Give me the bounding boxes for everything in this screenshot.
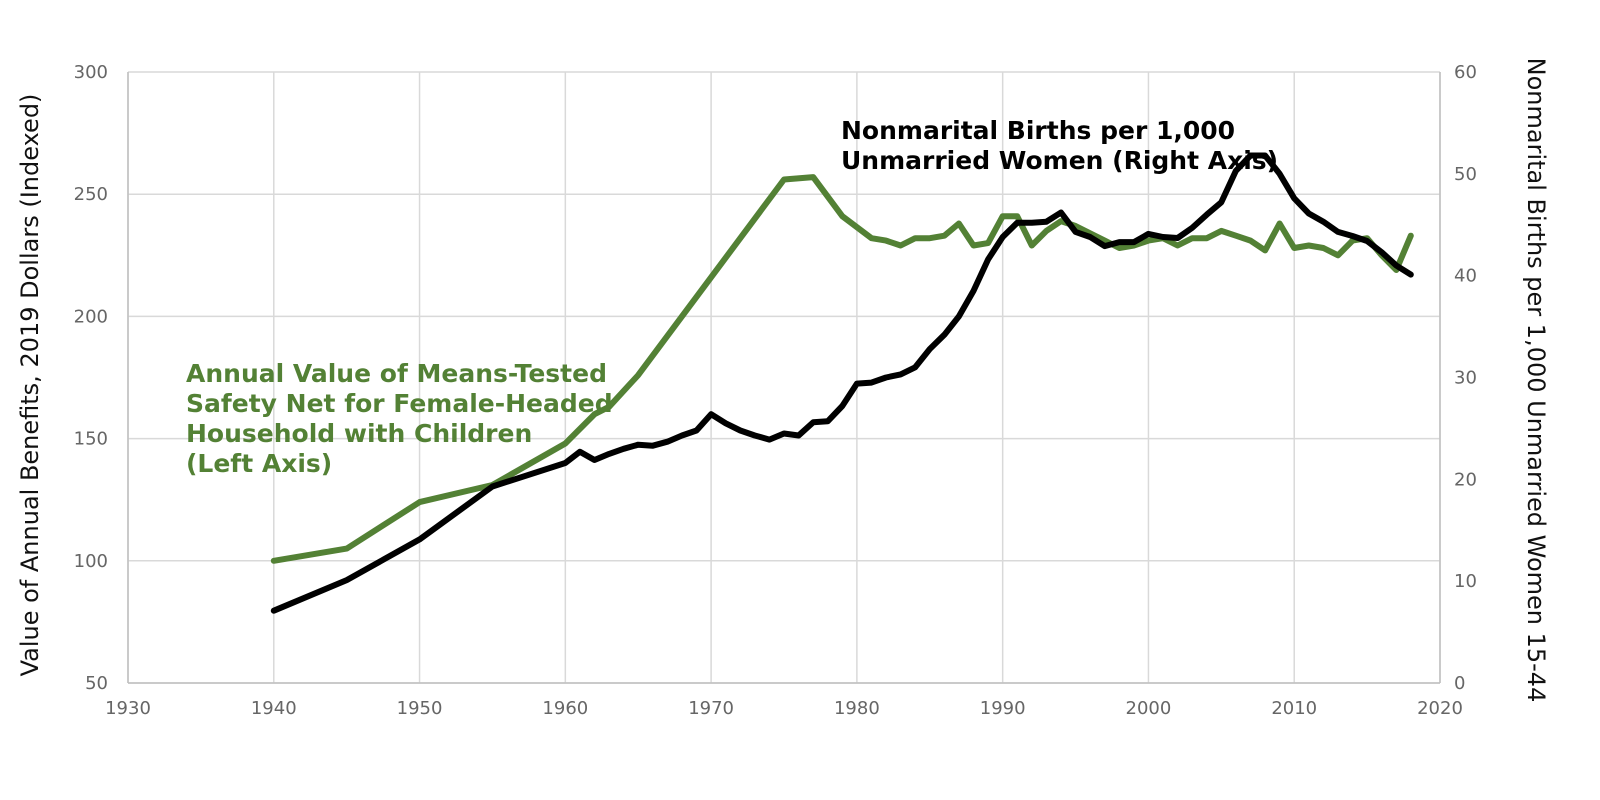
annotation-line: Nonmarital Births per 1,000: [841, 116, 1235, 145]
axes: [127, 72, 1441, 684]
right-axis-title: Nonmarital Births per 1,000 Unmarried Wo…: [1522, 58, 1550, 703]
gridlines: [127, 71, 1441, 684]
right-tick-label: 50: [1454, 164, 1477, 185]
left-tick-label: 100: [74, 551, 108, 572]
right-tick-label: 40: [1454, 266, 1477, 287]
series-line-safety-net-value: [270, 174, 1414, 564]
left-tick-label: 300: [74, 62, 108, 83]
x-tick-label: 1960: [542, 698, 588, 719]
x-tick-label: 1980: [834, 698, 880, 719]
right-tick-label: 30: [1454, 368, 1477, 389]
left-tick-label: 200: [74, 306, 108, 327]
x-tick-label: 2020: [1417, 698, 1463, 719]
x-tick-label: 1950: [397, 698, 443, 719]
left-tick-label: 150: [74, 429, 108, 450]
right-tick-label: 0: [1454, 673, 1465, 694]
annotation-line: Annual Value of Means-Tested: [186, 359, 607, 388]
x-tick-label: 2010: [1271, 698, 1317, 719]
x-tick-label: 1930: [105, 698, 151, 719]
annotation-line: (Left Axis): [186, 449, 332, 478]
left-tick-label: 50: [85, 673, 108, 694]
annotation-line: Household with Children: [186, 419, 532, 448]
x-axis-ticks: 1930 1940 1950 1960 1970 1980 1990 2000 2010 2020: [105, 698, 1463, 719]
series-line-nonmarital-births: [270, 152, 1414, 614]
left-axis-title: Value of Annual Benefits, 2019 Dollars (…: [16, 94, 44, 677]
x-tick-label: 1940: [251, 698, 297, 719]
right-axis-ticks: 60 50 40 30 20 10 0: [1454, 62, 1477, 694]
right-tick-label: 10: [1454, 571, 1477, 592]
right-tick-label: 20: [1454, 469, 1477, 490]
right-tick-label: 60: [1454, 62, 1477, 83]
series-lines: [270, 152, 1414, 614]
x-tick-label: 1970: [688, 698, 734, 719]
x-tick-label: 1990: [980, 698, 1026, 719]
annotation-line: Safety Net for Female-Headed: [186, 389, 613, 418]
x-tick-label: 2000: [1126, 698, 1172, 719]
left-tick-label: 250: [74, 184, 108, 205]
left-axis-ticks: 300 250 200 150 100 50: [74, 62, 108, 694]
annotation-line: Unmarried Women (Right Axis): [841, 146, 1278, 175]
